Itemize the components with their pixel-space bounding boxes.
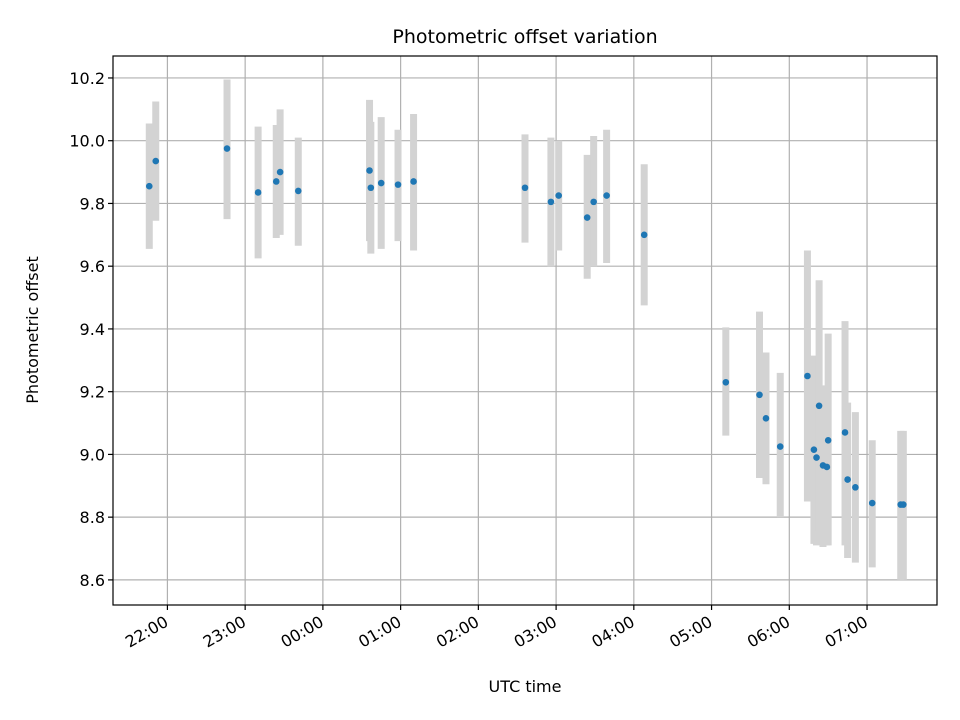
y-tick-label: 9.6 [80, 257, 105, 276]
data-points [145, 145, 907, 508]
data-point [521, 184, 529, 192]
x-tick-label: 05:00 [666, 612, 715, 652]
x-axis: 22:00 23:00 00:00 01:00 02:00 03:00 04:00 05:00… [122, 605, 871, 652]
y-axis-label: Photometric offset [23, 256, 42, 404]
y-tick-label: 9.4 [80, 320, 105, 339]
y-tick-label: 9.2 [80, 383, 105, 402]
y-tick-label: 9.8 [80, 194, 105, 213]
chart-title: Photometric offset variation [392, 26, 657, 48]
y-tick-label: 8.6 [80, 571, 105, 590]
x-tick-label: 04:00 [588, 612, 637, 652]
y-tick-label: 8.8 [80, 508, 105, 527]
x-axis-label: UTC time [489, 677, 562, 696]
data-point [152, 157, 160, 165]
data-point [722, 378, 730, 386]
x-tick-label: 02:00 [433, 612, 482, 652]
data-point [603, 192, 610, 199]
data-point [223, 145, 231, 152]
plot-frame [112, 55, 938, 606]
data-point [590, 198, 597, 206]
error-bars [145, 79, 907, 580]
data-point [583, 214, 591, 221]
data-point [815, 402, 823, 410]
x-tick-label: 07:00 [822, 612, 871, 652]
data-point [841, 429, 849, 436]
data-point [810, 446, 818, 454]
data-point [844, 476, 851, 483]
data-point [823, 463, 831, 471]
data-point [547, 198, 555, 206]
data-point [366, 167, 373, 174]
data-point [367, 184, 375, 192]
data-point [776, 443, 784, 450]
data-point [294, 187, 302, 195]
data-point [756, 391, 763, 399]
data-point [824, 437, 832, 444]
data-point [145, 182, 153, 190]
x-tick-label: 23:00 [200, 612, 249, 652]
data-point [410, 178, 417, 185]
y-tick-label: 9.0 [80, 445, 105, 464]
data-point [813, 454, 820, 461]
data-point [868, 499, 876, 507]
data-point [377, 179, 385, 187]
data-point [276, 168, 284, 176]
x-tick-label: 03:00 [511, 612, 560, 652]
data-point [640, 231, 648, 239]
y-axis: 8.6 8.8 9.0 9.2 9.4 9.6 9.8 10.0 10.2 [69, 69, 113, 590]
x-tick-label: 22:00 [122, 612, 171, 652]
x-tick-label: 01:00 [355, 612, 404, 652]
data-point [762, 415, 770, 422]
x-tick-label: 06:00 [744, 612, 793, 652]
data-point [394, 181, 402, 188]
data-point [852, 484, 859, 491]
data-point [254, 189, 262, 196]
data-point [555, 192, 562, 199]
y-tick-label: 10.0 [69, 132, 105, 151]
data-point [804, 372, 811, 380]
data-point [272, 178, 280, 185]
y-tick-label: 10.2 [69, 69, 105, 88]
data-point [900, 501, 907, 508]
x-tick-label: 00:00 [277, 612, 326, 652]
